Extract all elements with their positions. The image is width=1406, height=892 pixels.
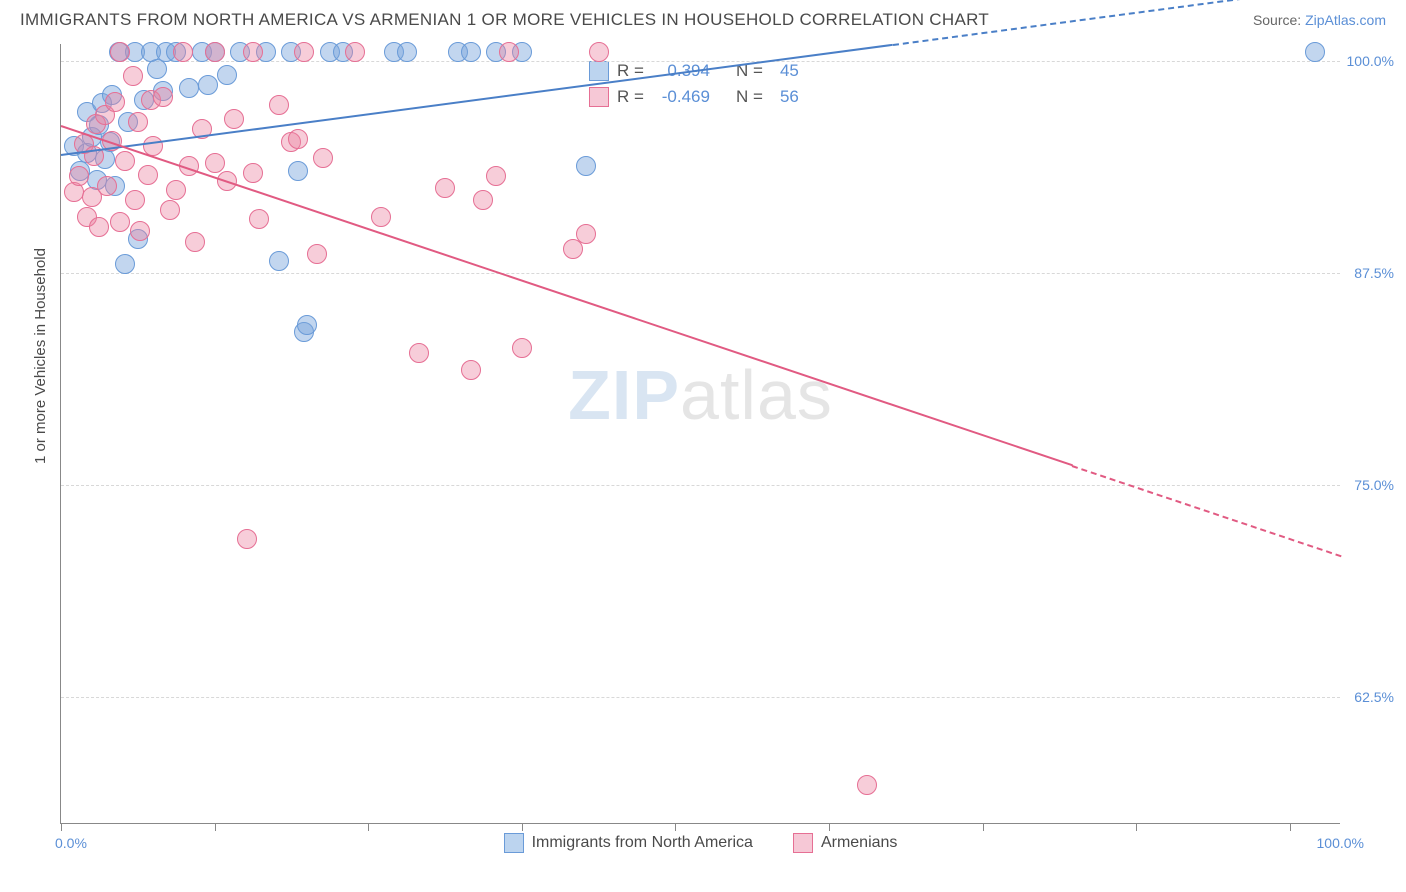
gridline-h <box>61 273 1340 274</box>
x-tick <box>1290 823 1291 831</box>
stats-row: R = -0.469 N = 56 <box>589 84 799 110</box>
y-tick-label: 87.5% <box>1354 265 1394 281</box>
data-point <box>269 251 289 271</box>
data-point <box>110 212 130 232</box>
data-point <box>125 190 145 210</box>
data-point <box>138 165 158 185</box>
data-point <box>345 42 365 62</box>
data-point <box>1305 42 1325 62</box>
gridline-h <box>61 697 1340 698</box>
data-point <box>249 209 269 229</box>
data-point <box>371 207 391 227</box>
x-tick <box>522 823 523 831</box>
data-point <box>89 217 109 237</box>
data-point <box>105 92 125 112</box>
x-tick <box>983 823 984 831</box>
source-attribution: Source: ZipAtlas.com <box>1253 12 1386 28</box>
x-tick <box>675 823 676 831</box>
data-point <box>115 254 135 274</box>
data-point <box>307 244 327 264</box>
data-point <box>288 129 308 149</box>
legend-swatch <box>589 61 609 81</box>
plot-area: ZIPatlas R =0.394N =45R =-0.469N =56 0.0… <box>60 44 1340 824</box>
data-point <box>179 78 199 98</box>
legend-item: Armenians <box>793 833 897 853</box>
stats-legend-box: R =0.394N =45R =-0.469N =56 <box>589 58 799 110</box>
x-tick <box>829 823 830 831</box>
data-point <box>589 42 609 62</box>
legend-label: Armenians <box>821 834 897 852</box>
data-point <box>110 42 130 62</box>
data-point <box>243 163 263 183</box>
y-tick-label: 75.0% <box>1354 477 1394 493</box>
x-tick <box>61 823 62 831</box>
legend-swatch <box>589 87 609 107</box>
data-point <box>153 87 173 107</box>
watermark-part-1: ZIP <box>568 356 680 434</box>
data-point <box>269 95 289 115</box>
n-label: N = <box>736 87 763 107</box>
x-tick <box>368 823 369 831</box>
data-point <box>857 775 877 795</box>
data-point <box>409 343 429 363</box>
data-point <box>128 112 148 132</box>
watermark: ZIPatlas <box>568 355 833 435</box>
data-point <box>69 166 89 186</box>
y-tick-label: 100.0% <box>1347 53 1394 69</box>
r-value: -0.469 <box>652 87 710 107</box>
source-prefix: Source: <box>1253 12 1305 28</box>
data-point <box>115 151 135 171</box>
y-tick-label: 62.5% <box>1354 689 1394 705</box>
data-point <box>237 529 257 549</box>
data-point <box>313 148 333 168</box>
y-axis-label: 1 or more Vehicles in Household <box>32 248 49 464</box>
legend-swatch <box>504 833 524 853</box>
trend-line-dashed <box>1072 465 1341 557</box>
watermark-part-2: atlas <box>680 356 833 434</box>
r-label: R = <box>617 87 644 107</box>
data-point <box>217 65 237 85</box>
chart-title: IMMIGRANTS FROM NORTH AMERICA VS ARMENIA… <box>20 10 989 30</box>
n-value: 45 <box>771 61 799 81</box>
legend-item: Immigrants from North America <box>504 833 753 853</box>
data-point <box>166 180 186 200</box>
data-point <box>499 42 519 62</box>
data-point <box>160 200 180 220</box>
data-point <box>198 75 218 95</box>
data-point <box>224 109 244 129</box>
data-point <box>130 221 150 241</box>
gridline-h <box>61 485 1340 486</box>
data-point <box>486 166 506 186</box>
data-point <box>288 161 308 181</box>
data-point <box>576 224 596 244</box>
chart-container: 1 or more Vehicles in Household ZIPatlas… <box>50 44 1390 844</box>
x-tick <box>1136 823 1137 831</box>
n-value: 56 <box>771 87 799 107</box>
data-point <box>97 176 117 196</box>
data-point <box>461 360 481 380</box>
data-point <box>397 42 417 62</box>
data-point <box>173 42 193 62</box>
data-point <box>123 66 143 86</box>
data-point <box>185 232 205 252</box>
data-point <box>435 178 455 198</box>
data-point <box>576 156 596 176</box>
legend-swatch <box>793 833 813 853</box>
trend-line <box>61 125 1073 466</box>
legend-label: Immigrants from North America <box>532 834 753 852</box>
data-point <box>461 42 481 62</box>
data-point <box>294 42 314 62</box>
source-link[interactable]: ZipAtlas.com <box>1305 12 1386 28</box>
x-tick <box>215 823 216 831</box>
data-point <box>205 42 225 62</box>
data-point <box>512 338 532 358</box>
data-point <box>297 315 317 335</box>
data-point <box>243 42 263 62</box>
data-point <box>473 190 493 210</box>
data-point <box>205 153 225 173</box>
bottom-legend: Immigrants from North America Armenians <box>61 833 1340 853</box>
